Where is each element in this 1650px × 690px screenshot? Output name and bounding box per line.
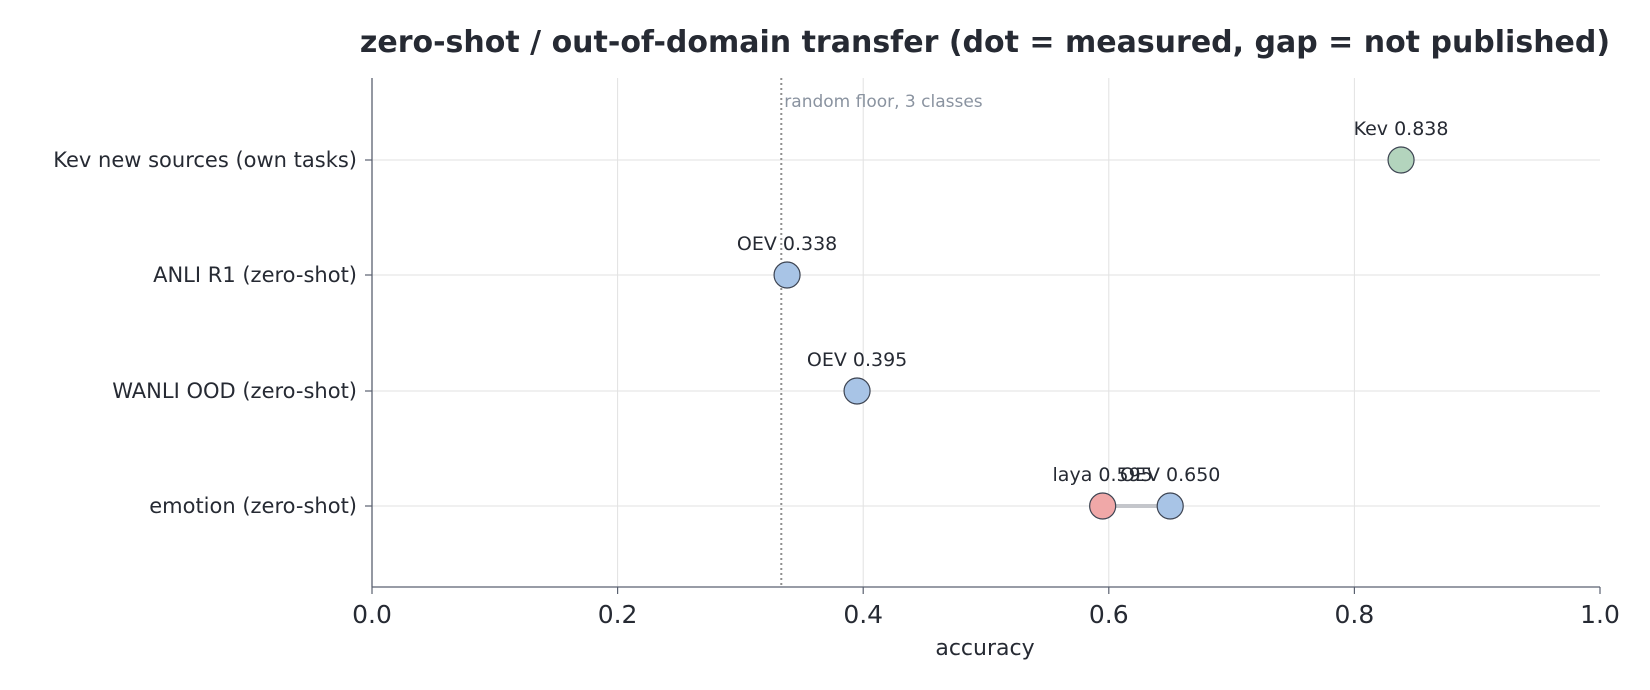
data-point bbox=[1387, 146, 1415, 174]
x-tick-label: 0.2 bbox=[598, 600, 638, 629]
x-tick-label: 0.8 bbox=[1335, 600, 1375, 629]
data-label: OEV 0.395 bbox=[807, 349, 907, 371]
data-label: OEV 0.338 bbox=[737, 233, 837, 255]
data-label: OEV 0.650 bbox=[1120, 464, 1220, 486]
category-label: ANLI R1 (zero-shot) bbox=[153, 263, 357, 287]
x-tick-label: 0.4 bbox=[843, 600, 883, 629]
random-floor-label: random floor, 3 classes bbox=[784, 92, 983, 112]
category-label: WANLI OOD (zero-shot) bbox=[112, 379, 357, 403]
x-axis-title: accuracy bbox=[935, 636, 1034, 661]
data-point bbox=[773, 261, 801, 289]
x-tick-label: 1.0 bbox=[1580, 600, 1620, 629]
category-label: Kev new sources (own tasks) bbox=[53, 148, 357, 172]
data-point bbox=[1089, 492, 1117, 520]
category-label: emotion (zero-shot) bbox=[149, 494, 357, 518]
reference-line-group: random floor, 3 classes bbox=[780, 78, 983, 587]
chart-title: zero-shot / out-of-domain transfer (dot … bbox=[360, 25, 1610, 60]
data-label: Kev 0.838 bbox=[1354, 118, 1449, 140]
data-point bbox=[1156, 492, 1184, 520]
x-tick-label: 0.0 bbox=[352, 600, 392, 629]
x-tick-label: 0.6 bbox=[1089, 600, 1129, 629]
data-point bbox=[843, 377, 871, 405]
grid bbox=[372, 78, 1600, 587]
data-points: Kev 0.838 OEV 0.338 OEV 0.395 laya 0.595OEV… bbox=[737, 118, 1449, 520]
axes: 0.0 0.2 0.4 0.6 0.8 1.0 Kev new sources (own t… bbox=[53, 78, 1620, 629]
data-label: laya 0.595 bbox=[1053, 464, 1153, 486]
